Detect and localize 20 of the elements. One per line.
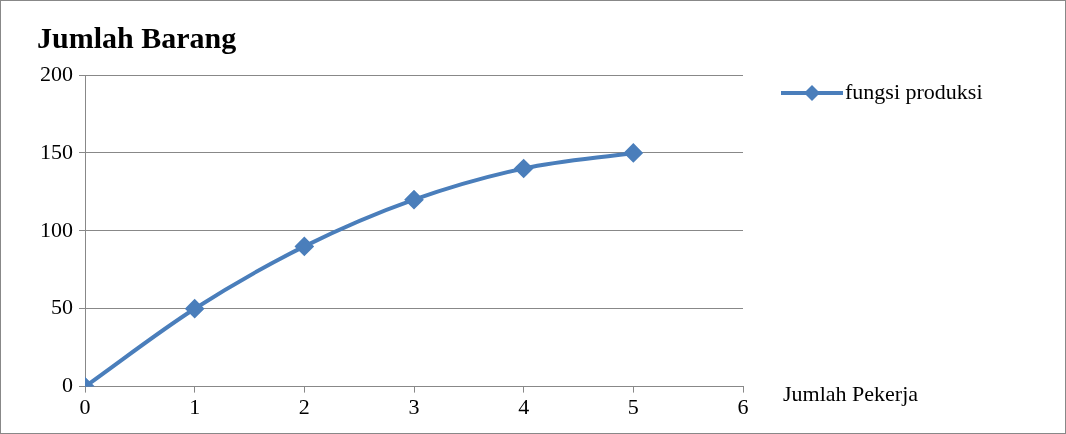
x-tick-label: 6 bbox=[737, 393, 749, 419]
x-tick-label: 4 bbox=[518, 393, 530, 419]
y-tick-label: 50 bbox=[51, 294, 73, 320]
y-tick-label: 100 bbox=[40, 216, 73, 242]
y-tick-label: 0 bbox=[62, 372, 73, 398]
point bbox=[295, 237, 314, 256]
x-tick-label: 0 bbox=[79, 393, 91, 419]
x-axis-title: Jumlah Pekerja bbox=[783, 381, 919, 407]
y-tick-label: 200 bbox=[40, 60, 73, 86]
y-tick-label: 150 bbox=[40, 138, 73, 164]
point bbox=[514, 159, 533, 178]
x-tick-label: 2 bbox=[298, 393, 310, 419]
chart-title: Jumlah Barang bbox=[37, 20, 237, 54]
x-tick-label: 5 bbox=[627, 393, 639, 419]
point bbox=[624, 143, 643, 162]
x-tick-label: 1 bbox=[189, 393, 201, 419]
point bbox=[185, 299, 204, 318]
point bbox=[405, 190, 423, 209]
legend-label: fungsi produksi bbox=[845, 78, 983, 104]
x-tick-label: 3 bbox=[408, 393, 420, 419]
